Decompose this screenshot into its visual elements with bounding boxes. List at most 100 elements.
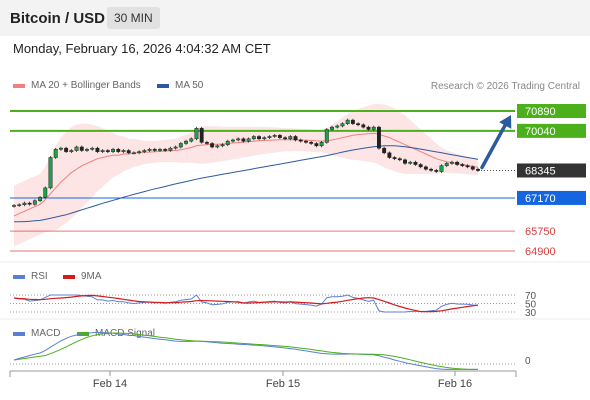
candle-body: [17, 204, 22, 206]
candlestick: [147, 147, 152, 152]
candle-body: [314, 143, 319, 147]
ma20-line: [13, 132, 479, 217]
candlestick: [330, 125, 334, 131]
candlestick: [392, 156, 397, 161]
candle-body: [423, 166, 428, 170]
candle-body: [376, 126, 381, 149]
pane-separators: [0, 261, 590, 320]
candle-body: [298, 139, 303, 142]
candlestick: [225, 139, 230, 147]
candlestick: [376, 125, 381, 150]
candle-body: [371, 126, 376, 130]
last-price-tag: [517, 163, 586, 178]
candle-body: [340, 123, 345, 127]
candlestick: [199, 126, 204, 144]
x-tick-label: Feb 15: [266, 378, 300, 390]
candle-body: [204, 142, 209, 144]
candlestick: [309, 140, 314, 145]
candle-body: [418, 164, 423, 168]
candlestick: [262, 136, 267, 141]
candlestick: [444, 161, 449, 168]
candle-body: [397, 158, 402, 161]
candlestick: [314, 142, 319, 148]
candlestick: [340, 122, 345, 128]
candle-body: [449, 161, 454, 164]
candlestick: [408, 160, 413, 165]
candlestick: [12, 204, 16, 208]
candle-body: [330, 126, 334, 130]
candlestick: [220, 143, 225, 148]
candlestick: [387, 151, 392, 159]
candlestick: [79, 145, 84, 152]
candlestick: [272, 133, 277, 138]
candlestick: [429, 167, 434, 172]
macd-signal-line: [13, 332, 478, 370]
ma50-swatch: [157, 83, 169, 88]
candle-body: [387, 152, 392, 158]
candlestick: [319, 140, 324, 148]
candle-body: [22, 202, 27, 205]
candle-body: [85, 149, 89, 151]
timeframe-button[interactable]: 30 MIN: [107, 7, 160, 29]
candlestick: [158, 147, 162, 152]
candle-body: [460, 164, 465, 166]
candlestick: [236, 137, 241, 142]
candlestick: [465, 164, 470, 169]
candle-body: [455, 161, 460, 165]
candle-body: [444, 163, 449, 166]
candlestick: [418, 163, 423, 169]
legend-ma50-label: MA 50: [175, 80, 204, 91]
rsi-ma-line: [13, 294, 479, 313]
x-tick-label: Feb 14: [93, 378, 127, 390]
candle-body: [168, 147, 173, 151]
candle-body: [184, 140, 188, 144]
candle-body: [434, 170, 439, 172]
candlestick: [298, 138, 303, 143]
candle-body: [304, 140, 308, 143]
candlestick: [210, 142, 215, 149]
candle-body: [38, 196, 43, 201]
candle-body: [408, 161, 413, 164]
macd-swatch: [13, 331, 25, 336]
candle-body: [178, 143, 183, 148]
candlestick: [74, 145, 79, 152]
candle-body: [199, 128, 204, 143]
candlestick: [241, 137, 246, 143]
candle-body: [277, 135, 282, 138]
candlestick: [168, 146, 173, 152]
candlestick: [38, 195, 43, 203]
candlestick: [350, 118, 355, 126]
candle-body: [429, 168, 434, 171]
macd-pane: 0: [10, 331, 531, 370]
x-tick-label: Feb 16: [438, 378, 472, 390]
candlestick: [69, 149, 74, 154]
candlestick: [288, 135, 293, 141]
rsi-swatch: [13, 274, 25, 279]
candle-body: [241, 138, 246, 142]
candle-body: [194, 128, 199, 140]
candlestick: [439, 164, 444, 173]
candle-body: [465, 165, 470, 168]
copyright: Research © 2026 Trading Central: [430, 81, 580, 92]
candlestick: [257, 135, 261, 141]
candle-body: [111, 149, 116, 152]
price-levels: [10, 110, 516, 252]
candlestick: [48, 156, 53, 190]
bollinger-swatch: [13, 83, 25, 88]
candle-body: [309, 142, 314, 144]
candlestick: [283, 136, 288, 141]
candle-body: [126, 150, 131, 154]
candlestick: [152, 147, 157, 152]
projection-arrow: [480, 115, 512, 170]
candle-body: [356, 123, 361, 126]
candle-body: [361, 124, 366, 128]
candlestick: [231, 138, 235, 143]
candle-body: [90, 147, 95, 150]
last-price-label: 68345: [525, 165, 556, 177]
candle-body: [262, 137, 267, 140]
candle-body: [267, 136, 272, 138]
resistance-label: 70040: [525, 126, 556, 138]
candlestick: [403, 158, 407, 165]
candle-body: [293, 136, 298, 141]
